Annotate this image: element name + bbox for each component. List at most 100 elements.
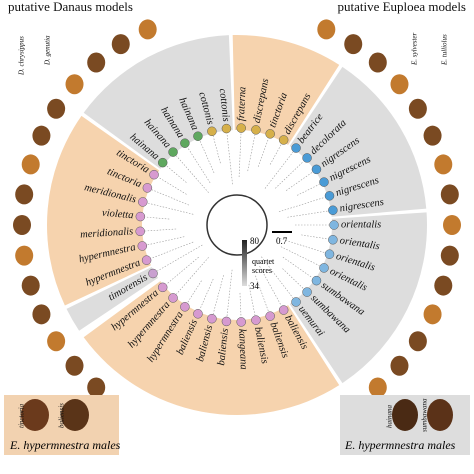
branch [238,133,242,178]
butterfly [390,355,409,376]
tip-dot [157,282,168,293]
butterfly [434,275,453,296]
tip-label: meridionalis [80,226,134,240]
branch [226,133,233,185]
legend-bar [242,240,247,286]
butterfly-images [13,19,461,398]
tip-dot [328,205,338,215]
branch [157,244,203,272]
butterfly [427,399,453,431]
tip-dot [236,123,246,133]
wedge [46,115,160,306]
branch [166,165,187,183]
tip-dot [251,315,261,325]
scale-label: 0.7 [276,236,288,246]
branch [199,278,214,310]
tip-dot [141,255,152,265]
tip-dot [291,297,301,307]
tip-dot [278,135,289,145]
tip-dot [137,241,148,251]
branch [199,140,215,173]
branch [212,136,221,164]
inset-label: baliensis [58,403,66,428]
branch [145,216,170,220]
branch [176,155,209,193]
branch [269,144,282,165]
tip-dot [193,309,203,319]
tip-dot [135,211,146,222]
butterfly [440,184,459,205]
tip-dot [207,126,217,137]
tip-label: baliensis [216,328,231,366]
tip-dot [149,169,159,180]
branch [187,280,202,303]
branch [257,138,269,167]
branch [261,256,294,299]
branch [166,256,199,285]
tip-dot [157,157,168,168]
butterfly [423,125,442,146]
tip-dot [135,226,145,237]
butterfly [65,74,84,95]
legend-title: scores [252,266,272,275]
branch [248,284,256,316]
tip-dot [278,305,289,315]
butterfly [87,52,106,73]
legend-min: 34 [250,281,260,291]
tip-dot [168,293,178,303]
butterfly [15,184,34,205]
branch [239,292,242,317]
tip-dot [291,143,301,153]
tip-dot [328,235,338,245]
branch [285,171,313,191]
inset-label: sumbawana [421,398,429,432]
inset-label: hainana [386,405,394,428]
butterfly [21,154,40,175]
tip-dot [265,311,275,321]
branch [276,237,325,253]
danaus-title: putative Danaus models [8,0,133,14]
legend-title: quartet [252,257,275,266]
butterfly [423,304,442,325]
branch [247,134,256,172]
inset-caption: E. hypermnestra males [344,438,456,452]
root-arc [206,194,268,256]
branch [147,202,194,215]
branch [278,197,325,213]
butterfly [47,331,66,352]
branch [176,257,209,295]
tip-label: cottonis [217,88,232,122]
tip-label: fraterna [236,86,248,121]
wedge [66,266,159,331]
tip-label: violetta [102,208,134,222]
branch [212,275,224,314]
inset-caption: E. hypermnestra males [9,438,121,452]
tip-dot [311,275,322,286]
tip-dot [324,191,335,201]
butterfly [434,154,453,175]
branch [187,147,211,183]
butterfly [15,245,34,266]
inset-left [4,395,119,455]
butterfly [65,355,84,376]
tip-dot [142,183,153,193]
branch [296,184,320,196]
branch [282,268,304,289]
tip-dot [319,263,329,273]
branch [145,228,177,232]
butterfly [368,377,387,398]
species: D. chrysippus [18,36,26,76]
tip-dot [180,138,190,148]
butterfly [408,331,427,352]
branch [301,234,328,240]
tip-dot [324,249,335,259]
butterfly [111,34,130,55]
species: D. genutia [44,35,52,66]
butterfly [21,275,40,296]
butterfly [13,215,31,235]
butterfly [47,98,66,119]
butterfly [443,215,461,235]
butterfly [408,98,427,119]
butterfly [344,34,363,55]
tip-dot [311,164,322,175]
